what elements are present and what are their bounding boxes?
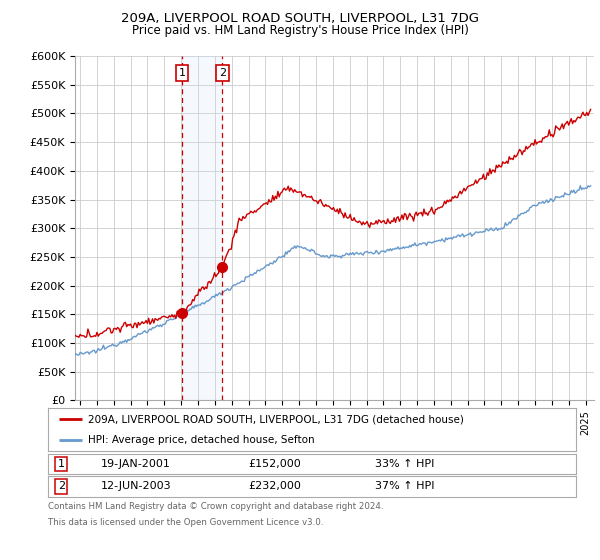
Text: 19-JAN-2001: 19-JAN-2001: [101, 459, 170, 469]
Text: 33% ↑ HPI: 33% ↑ HPI: [376, 459, 435, 469]
Text: Contains HM Land Registry data © Crown copyright and database right 2024.: Contains HM Land Registry data © Crown c…: [48, 502, 383, 511]
Text: Price paid vs. HM Land Registry's House Price Index (HPI): Price paid vs. HM Land Registry's House …: [131, 24, 469, 37]
Text: 2: 2: [219, 68, 226, 78]
Text: 209A, LIVERPOOL ROAD SOUTH, LIVERPOOL, L31 7DG (detached house): 209A, LIVERPOOL ROAD SOUTH, LIVERPOOL, L…: [88, 414, 463, 424]
Text: 209A, LIVERPOOL ROAD SOUTH, LIVERPOOL, L31 7DG: 209A, LIVERPOOL ROAD SOUTH, LIVERPOOL, L…: [121, 12, 479, 25]
Text: 2: 2: [58, 482, 65, 491]
Text: 12-JUN-2003: 12-JUN-2003: [101, 482, 172, 491]
Text: This data is licensed under the Open Government Licence v3.0.: This data is licensed under the Open Gov…: [48, 518, 323, 527]
Text: 37% ↑ HPI: 37% ↑ HPI: [376, 482, 435, 491]
Text: £232,000: £232,000: [248, 482, 302, 491]
Text: HPI: Average price, detached house, Sefton: HPI: Average price, detached house, Seft…: [88, 435, 314, 445]
Bar: [182, 56, 223, 400]
Text: 1: 1: [179, 68, 185, 78]
Text: 1: 1: [58, 459, 65, 469]
Text: £152,000: £152,000: [248, 459, 301, 469]
